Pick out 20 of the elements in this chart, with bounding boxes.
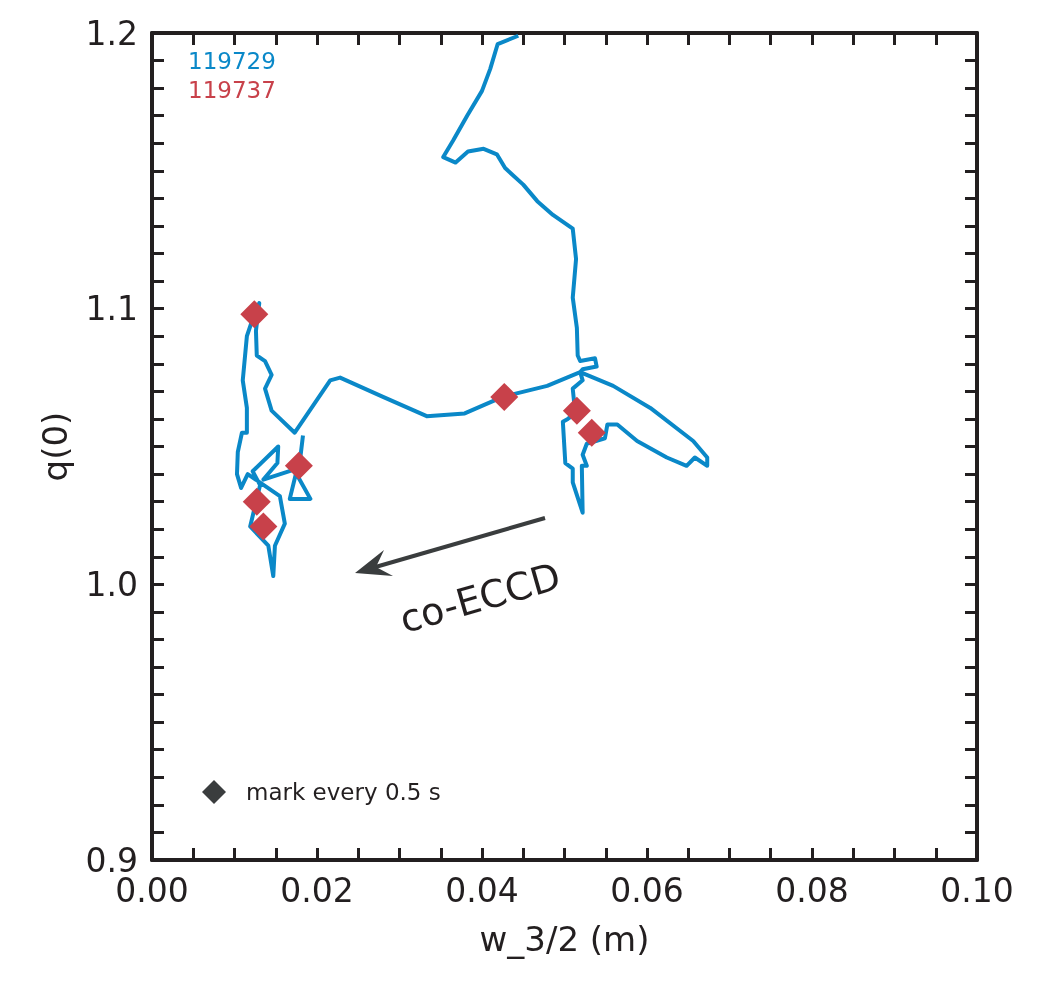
y-axis-title: q(0): [35, 411, 75, 482]
x-axis-title: w_3/2 (m): [479, 919, 650, 959]
point: [562, 396, 591, 425]
x-tick-label: 0.06: [610, 871, 684, 910]
y-tick-label: 1.0: [85, 564, 138, 604]
point: [240, 300, 269, 329]
point: [490, 382, 519, 411]
point: [249, 512, 278, 541]
x-tick-label: 0.04: [445, 871, 519, 910]
text: 119729: [188, 47, 276, 74]
x-tick-label: 0.02: [280, 871, 354, 910]
y-tick-label: 1.2: [85, 13, 138, 53]
point: [284, 451, 313, 480]
x-tick-label: 0.10: [940, 871, 1014, 910]
point: [242, 487, 271, 516]
annotation: mark every 0.5 s: [246, 779, 441, 805]
text: 119737: [188, 76, 276, 103]
point: [577, 418, 606, 447]
x-tick-label: 0.08: [775, 871, 849, 910]
y-tick-label: 1.1: [85, 289, 138, 329]
